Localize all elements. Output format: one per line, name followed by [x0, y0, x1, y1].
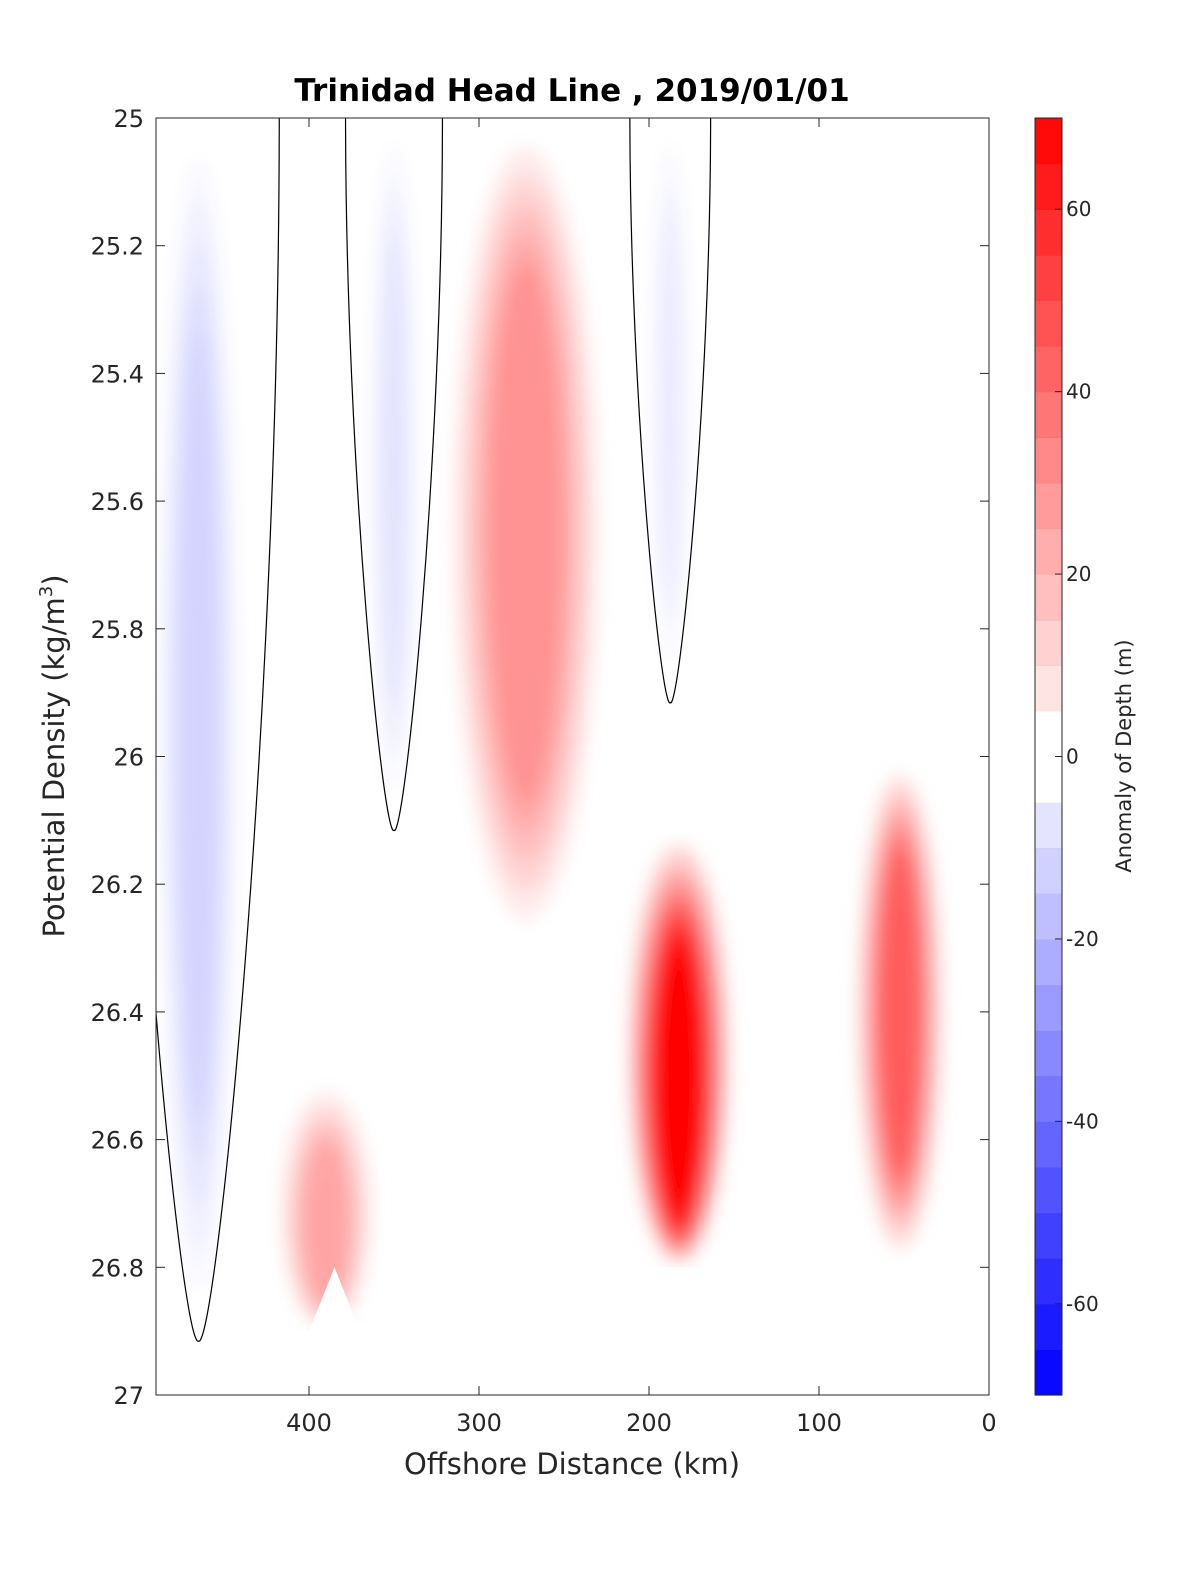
colorbar-tick-label: -20	[1066, 927, 1099, 951]
anomaly-patch	[653, 934, 704, 1226]
colorbar-ticks: 60 40 20 0 -20 -40 -60	[1055, 197, 1099, 1316]
anomaly-patch	[179, 330, 218, 1119]
zero-contour	[156, 118, 280, 1342]
anomaly-patch	[303, 1141, 349, 1308]
y-tick-label: 25	[113, 105, 144, 133]
colorbar-swatch	[1035, 802, 1062, 849]
y-axis: 25 25.2 25.4 25.6 25.8 26 26.2 26.4 26.6 26.8 27	[91, 105, 989, 1410]
colorbar-swatch	[1035, 254, 1062, 302]
colorbar-swatch	[1035, 1121, 1062, 1168]
y-tick-label: 25.8	[91, 616, 144, 644]
colorbar-swatch	[1035, 1030, 1062, 1077]
anomaly-patch	[660, 218, 680, 593]
colorbar-swatch	[1035, 938, 1062, 986]
colorbar-swatch	[1035, 847, 1062, 894]
colorbar-swatch	[1035, 1258, 1062, 1305]
y-axis-label: Potential Density (kg/m3)	[36, 574, 71, 937]
y-tick-label: 26.8	[91, 1254, 144, 1282]
colorbar-tick-label: -60	[1066, 1292, 1099, 1316]
colorbar-swatch	[1035, 665, 1062, 712]
colorbar-tick-label: 0	[1066, 745, 1079, 769]
colorbar-swatch	[1035, 1075, 1062, 1122]
colorbar-swatch	[1035, 893, 1062, 940]
colorbar-swatch	[1035, 482, 1062, 530]
colorbar-swatch	[1035, 1349, 1062, 1396]
colorbar-swatch	[1035, 437, 1062, 484]
y-axis-label-superscript: 3	[36, 586, 57, 597]
y-tick-label: 26.2	[91, 871, 144, 899]
y-tick-label: 26.6	[91, 1127, 144, 1155]
colorbar-swatch	[1035, 209, 1062, 256]
y-tick-label: 25.4	[91, 360, 144, 388]
x-tick-label: 0	[981, 1409, 996, 1437]
colorbar-swatch	[1035, 528, 1062, 575]
colorbar-swatch	[1035, 710, 1062, 758]
zero-contour-lines	[156, 118, 712, 1342]
colorbar-label: Anomaly of Depth (m)	[1112, 639, 1136, 872]
colorbar-tick-label: 60	[1066, 197, 1091, 221]
colorbar-swatch	[1035, 118, 1062, 165]
y-tick-label: 26	[113, 744, 144, 772]
anomaly-field-body	[160, 138, 942, 1329]
colorbar-tick-label: -40	[1066, 1109, 1099, 1133]
zero-contour	[629, 118, 712, 704]
chart-title: Trinidad Head Line , 2019/01/01	[294, 73, 849, 109]
y-tick-label: 27	[113, 1382, 144, 1410]
colorbar-swatches	[1035, 117, 1062, 1396]
anomaly-patch	[878, 845, 921, 1178]
no-data-mask	[156, 1267, 989, 1395]
y-tick-label: 25.6	[91, 488, 144, 516]
colorbar-swatch	[1035, 1303, 1062, 1350]
plot-area: 400 300 200 100 0 25 25.2 25.4 25.6 25.8 26 26.2 26…	[91, 105, 997, 1437]
x-tick-label: 200	[626, 1409, 672, 1437]
colorbar: 60 40 20 0 -20 -40 -60 Anomaly of Depth (m)	[1034, 117, 1136, 1396]
colorbar-swatch	[1035, 391, 1062, 438]
x-axis: 400 300 200 100 0	[286, 118, 997, 1437]
colorbar-swatch	[1035, 346, 1062, 393]
colorbar-tick-label: 20	[1066, 562, 1091, 586]
colorbar-swatch	[1035, 300, 1062, 347]
anomaly-patch	[489, 263, 563, 803]
colorbar-swatch	[1035, 756, 1062, 803]
y-tick-label: 26.4	[91, 999, 144, 1027]
zero-contour	[344, 118, 444, 831]
colorbar-swatch	[1035, 574, 1062, 621]
y-axis-label-close: )	[37, 574, 71, 585]
anomaly-patch	[382, 240, 406, 698]
x-tick-label: 400	[286, 1409, 332, 1437]
colorbar-tick-label: 40	[1066, 380, 1091, 404]
colorbar-swatch	[1035, 1212, 1062, 1259]
y-tick-label: 25.2	[91, 233, 144, 261]
colorbar-swatch	[1035, 984, 1062, 1031]
x-tick-label: 100	[796, 1409, 842, 1437]
y-axis-label-main: Potential Density (kg/m	[37, 597, 71, 937]
colorbar-swatch	[1035, 619, 1062, 666]
x-axis-label: Offshore Distance (km)	[404, 1447, 740, 1481]
anomaly-field	[156, 138, 989, 1395]
colorbar-swatch	[1035, 163, 1062, 210]
x-tick-label: 300	[456, 1409, 502, 1437]
colorbar-swatch	[1035, 1166, 1062, 1214]
